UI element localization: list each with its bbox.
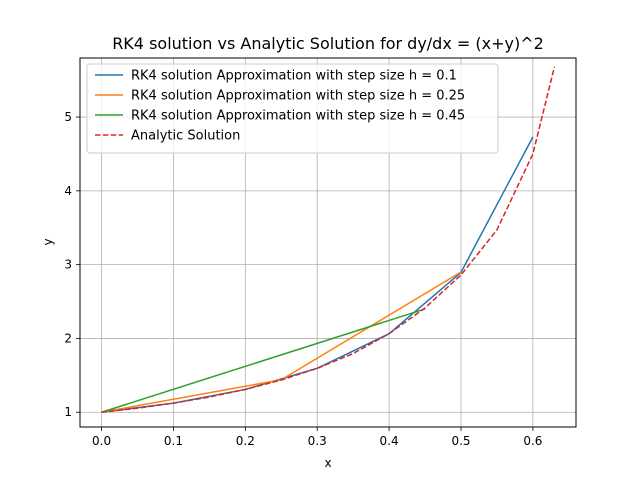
legend-label-2: RK4 solution Approximation with step siz… [131, 89, 465, 104]
x-tick-label: 0.4 [380, 434, 399, 448]
legend-label-1: RK4 solution Approximation with step siz… [131, 69, 457, 84]
y-tick-label: 4 [64, 184, 72, 198]
x-tick-label: 0.5 [451, 434, 470, 448]
legend-label-3: RK4 solution Approximation with step siz… [131, 109, 465, 124]
y-tick-label: 3 [64, 258, 72, 272]
series-line-4 [101, 66, 556, 413]
series-lines [101, 66, 556, 413]
ticks: 0.0 0.1 0.2 0.3 0.4 0.5 0.6 1 2 3 4 5 [64, 110, 542, 448]
legend: RK4 solution Approximation with step siz… [86, 63, 499, 154]
y-tick-label: 1 [64, 405, 72, 419]
legend-box [86, 63, 499, 154]
y-axis-label: y [41, 238, 55, 245]
x-tick-label: 0.1 [164, 434, 183, 448]
plot-frame [79, 57, 577, 428]
chart-title: RK4 solution vs Analytic Solution for dy… [112, 34, 544, 53]
y-tick-label: 2 [64, 331, 72, 345]
x-tick-label: 0.3 [308, 434, 327, 448]
series-line-3 [101, 308, 426, 413]
x-axis-label: x [324, 456, 331, 470]
legend-label-4: Analytic Solution [131, 129, 240, 144]
y-tick-label: 5 [64, 110, 72, 124]
x-tick-label: 0.0 [92, 434, 111, 448]
x-tick-label: 0.6 [523, 434, 542, 448]
x-tick-label: 0.2 [236, 434, 255, 448]
